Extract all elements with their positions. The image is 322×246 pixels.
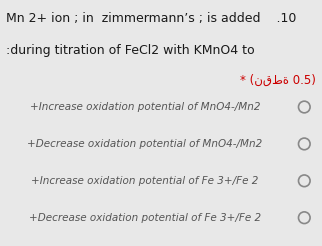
Text: +Decrease oxidation potential of MnO4-/Mn2: +Decrease oxidation potential of MnO4-/M… [27,139,262,149]
Text: +Decrease oxidation potential of Fe 3+/Fe 2: +Decrease oxidation potential of Fe 3+/F… [29,213,261,223]
Text: * (نقطة 0.5): * (نقطة 0.5) [240,74,316,87]
Text: +Increase oxidation potential of MnO4-/Mn2: +Increase oxidation potential of MnO4-/M… [30,102,260,112]
Text: +Increase oxidation potential of Fe 3+/Fe 2: +Increase oxidation potential of Fe 3+/F… [31,176,259,186]
Text: Mn 2+ ion ; in  zimmermann’s ; is added    .10: Mn 2+ ion ; in zimmermann’s ; is added .… [6,12,297,25]
Text: :during titration of FeCl2 with KMnO4 to: :during titration of FeCl2 with KMnO4 to [6,44,255,57]
